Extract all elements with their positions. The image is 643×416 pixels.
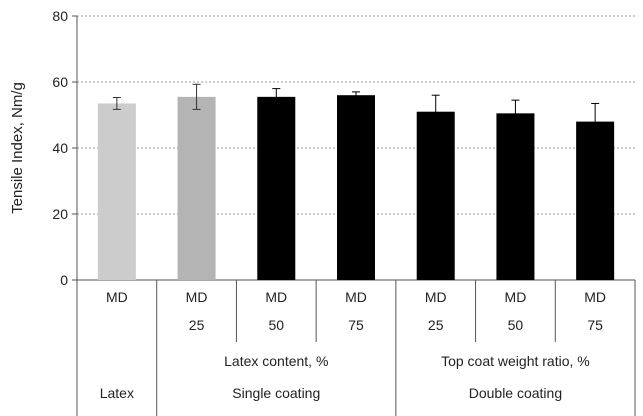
bar — [416, 111, 455, 280]
bars — [97, 95, 615, 280]
x-sublevel-label: 75 — [348, 317, 364, 333]
x-category-label: MD — [584, 289, 606, 305]
y-tick-label: 60 — [52, 74, 68, 90]
x-sublevel-label: 75 — [587, 317, 603, 333]
y-axis-label: Tensile Index, Nm/g — [9, 82, 26, 214]
x-group-label: Top coat weight ratio, % — [441, 353, 590, 369]
gridlines — [77, 15, 635, 215]
x-supergroup-label: Double coating — [469, 385, 562, 401]
bar — [257, 96, 296, 280]
x-sublevel-label: 50 — [508, 317, 524, 333]
bar — [496, 113, 535, 280]
x-category-label: MD — [345, 289, 367, 305]
x-supergroup-label: Latex — [100, 385, 134, 401]
x-category-label: MD — [425, 289, 447, 305]
x-category-label: MD — [505, 289, 527, 305]
y-tick-label: 80 — [52, 8, 68, 24]
y-tick-label: 20 — [52, 206, 68, 222]
bar — [177, 96, 216, 280]
x-supergroup-label: Single coating — [232, 385, 320, 401]
bar — [576, 121, 615, 280]
y-tick-labels: 0 20 40 60 80 — [52, 8, 68, 288]
error-bars — [112, 83, 600, 141]
bar — [337, 95, 375, 280]
y-tick-label: 40 — [52, 140, 68, 156]
bar — [97, 103, 136, 280]
x-group-label: Latex content, % — [224, 353, 328, 369]
x-category-label: MD — [106, 289, 128, 305]
y-tick-label: 0 — [60, 272, 68, 288]
x-sublevel-label: 25 — [189, 317, 205, 333]
x-sublevel-label: 50 — [268, 317, 284, 333]
x-category-label: MD — [186, 289, 208, 305]
x-category-label: MD — [265, 289, 287, 305]
x-sublevel-label: 25 — [428, 317, 444, 333]
x-axis-category-table: MD MD MD MD MD MD MD 25 50 75 25 50 75 Latex content,… — [76, 280, 636, 416]
